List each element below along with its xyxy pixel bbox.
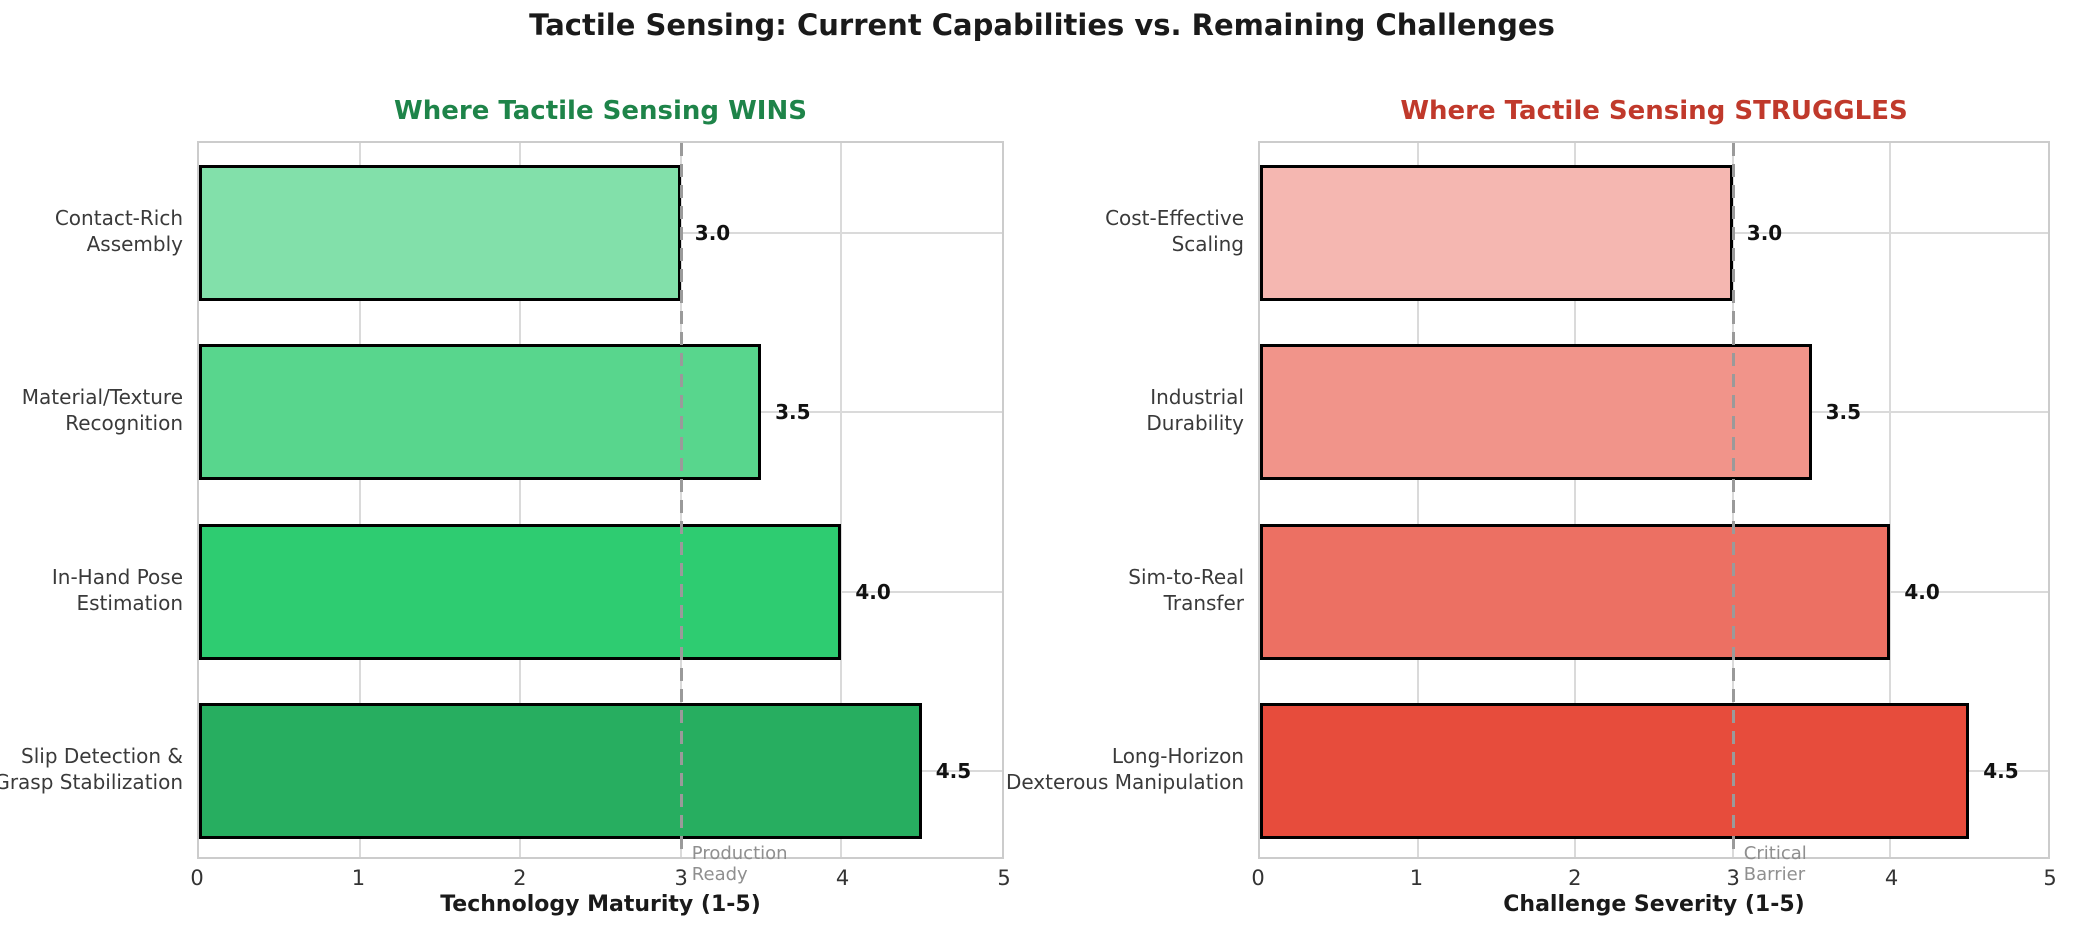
annotation-line: Production	[691, 843, 788, 864]
panel-title-struggles: Where Tactile Sensing STRUGGLES	[1400, 96, 1908, 126]
plot-area-struggles: 3.0 3.5 4.0 4.5 Critical Barrier	[1258, 141, 2050, 885]
category-label-line: Sim-to-Real	[1128, 564, 1244, 589]
x-tick-label: 4	[835, 866, 850, 890]
x-tick-label: 2	[513, 866, 527, 890]
bar	[199, 164, 681, 301]
gridline-vertical	[1574, 143, 1577, 857]
gridline-vertical	[358, 143, 361, 857]
x-tick-label: 3	[674, 866, 688, 890]
category-label: Sim-to-Real Transfer	[1128, 564, 1244, 616]
category-label-line: Contact-Rich	[54, 205, 183, 230]
figure-title: Tactile Sensing: Current Capabilities vs…	[529, 8, 1555, 42]
category-label-line: Dexterous Manipulation	[1005, 770, 1244, 795]
x-tick-label: 0	[190, 866, 204, 890]
category-label-line: Durability	[1146, 411, 1244, 436]
category-label: Material/Texture Recognition	[22, 384, 183, 436]
category-label: Industrial Durability	[1146, 384, 1244, 436]
gridline-vertical	[1416, 143, 1419, 857]
x-tick-label: 5	[2043, 866, 2057, 890]
bar-value-label: 3.5	[775, 400, 811, 425]
x-axis-label-wins: Technology Maturity (1-5)	[440, 892, 761, 917]
category-label-line: Cost-Effective	[1105, 205, 1244, 230]
x-tick-label: 4	[1884, 866, 1899, 890]
annotation-line: Critical	[1743, 843, 1807, 864]
category-label-line: Long-Horizon	[1111, 744, 1244, 769]
category-label: Cost-Effective Scaling	[1105, 205, 1244, 257]
bar	[1260, 344, 1812, 481]
category-label-line: Assembly	[86, 231, 183, 256]
x-tick-label: 1	[351, 866, 366, 890]
bar	[1260, 523, 1891, 660]
category-label: Contact-Rich Assembly	[55, 205, 183, 257]
category-label-line: Slip Detection &	[21, 744, 183, 769]
bar-value-label: 4.5	[935, 759, 972, 784]
category-label-line: Industrial	[1150, 385, 1244, 410]
bar	[199, 703, 922, 840]
reference-line	[679, 143, 683, 857]
x-tick-label: 5	[997, 866, 1011, 890]
gridline-vertical	[519, 143, 522, 857]
category-label-line: Grasp Stabilization	[0, 770, 183, 795]
reference-line-annotation: Critical Barrier	[1744, 843, 1807, 885]
category-label-line: In-Hand Pose	[51, 564, 183, 589]
annotation-line: Ready	[691, 864, 748, 885]
reference-line-annotation: Production Ready	[692, 843, 788, 885]
bar	[199, 523, 842, 660]
plot-area-wins: 3.0 3.5 4.0 4.5 Production Ready	[197, 141, 1004, 885]
category-label: In-Hand Pose Estimation	[52, 564, 183, 616]
gridline-vertical	[1889, 143, 1892, 857]
category-label-line: Material/Texture	[21, 385, 183, 410]
category-label-line: Estimation	[76, 590, 183, 615]
x-tick-label: 3	[1726, 866, 1740, 890]
category-label-line: Scaling	[1171, 231, 1244, 256]
bar-value-label: 4.0	[1904, 579, 1940, 604]
bar-value-label: 3.5	[1825, 400, 1862, 425]
panel-title-wins: Where Tactile Sensing WINS	[394, 96, 807, 126]
category-label-line: Transfer	[1163, 590, 1244, 615]
x-tick-label: 1	[1409, 866, 1424, 890]
gridline-vertical	[840, 143, 843, 857]
x-axis-label-struggles: Challenge Severity (1-5)	[1503, 892, 1805, 917]
bar-value-label: 4.5	[1983, 759, 2019, 784]
bar-value-label: 3.0	[1746, 220, 1783, 245]
bar-value-label: 3.0	[694, 220, 731, 245]
category-label: Long-Horizon Dexterous Manipulation	[1006, 743, 1244, 795]
annotation-line: Barrier	[1743, 864, 1806, 885]
bar	[199, 344, 762, 481]
x-tick-label: 2	[1568, 866, 1582, 890]
category-label: Slip Detection & Grasp Stabilization	[0, 743, 183, 795]
category-label-line: Recognition	[65, 411, 183, 436]
bar	[1260, 164, 1733, 301]
reference-line	[1731, 143, 1735, 857]
bar-value-label: 4.0	[855, 579, 891, 604]
x-tick-label: 0	[1251, 866, 1265, 890]
bar	[1260, 703, 1970, 840]
